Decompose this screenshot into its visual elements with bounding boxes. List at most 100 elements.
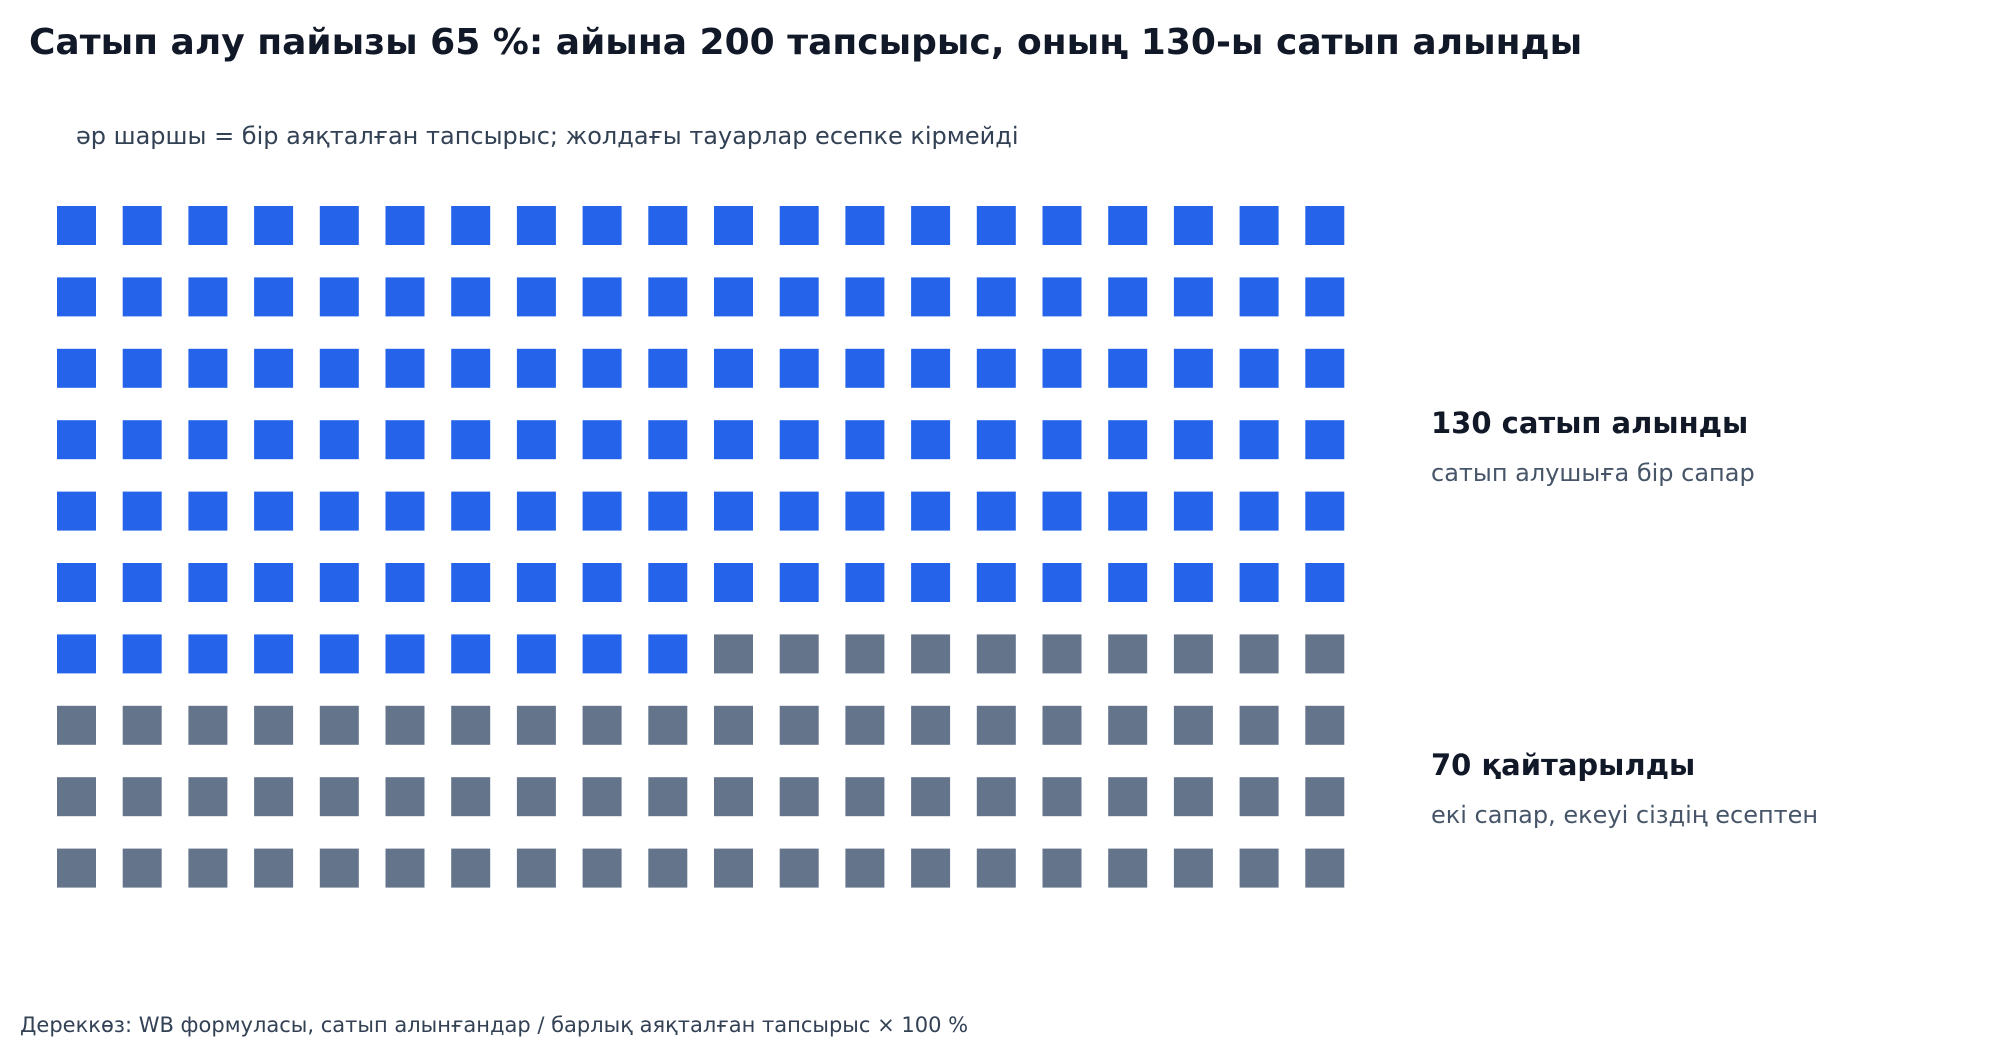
waffle-cell-purchased — [254, 206, 294, 245]
waffle-cell-purchased — [845, 348, 885, 388]
waffle-cell-purchased — [1239, 277, 1279, 317]
waffle-cell-purchased — [1108, 206, 1148, 245]
waffle-cell-purchased — [911, 277, 951, 317]
waffle-cell-returned — [451, 705, 491, 745]
waffle-cell-purchased — [122, 277, 162, 317]
waffle-cell-purchased — [188, 206, 228, 245]
waffle-cell-purchased — [714, 348, 753, 388]
waffle-cell-returned — [779, 705, 819, 745]
waffle-cell-purchased — [451, 277, 491, 317]
waffle-cell-purchased — [1305, 491, 1345, 531]
waffle-cell-purchased — [319, 277, 359, 317]
waffle-cell-purchased — [714, 277, 753, 317]
waffle-cell-returned — [254, 705, 294, 745]
waffle-cell-purchased — [57, 206, 96, 245]
waffle-cell-purchased — [122, 634, 162, 674]
waffle-cell-purchased — [385, 563, 425, 602]
waffle-cell-purchased — [254, 491, 294, 531]
waffle-cell-purchased — [1305, 563, 1345, 602]
waffle-cell-purchased — [385, 206, 425, 245]
waffle-cell-returned — [319, 848, 359, 888]
waffle-cell-purchased — [122, 563, 162, 602]
waffle-cell-returned — [188, 848, 228, 888]
waffle-cell-purchased — [57, 420, 96, 460]
waffle-cell-purchased — [319, 491, 359, 531]
waffle-cell-purchased — [1108, 563, 1148, 602]
waffle-cell-returned — [845, 777, 885, 817]
waffle-cell-returned — [911, 705, 951, 745]
waffle-cell-returned — [1239, 634, 1279, 674]
waffle-cell-returned — [319, 705, 359, 745]
waffle-cell-purchased — [319, 634, 359, 674]
waffle-cell-purchased — [1108, 491, 1148, 531]
waffle-cell-returned — [582, 705, 622, 745]
waffle-cell-purchased — [911, 491, 951, 531]
waffle-cell-purchased — [1173, 277, 1213, 317]
waffle-cell-purchased — [385, 348, 425, 388]
waffle-cell-purchased — [845, 491, 885, 531]
waffle-cell-purchased — [1042, 491, 1082, 531]
chart-title: Сатып алу пайызы 65 %: айына 200 тапсыры… — [29, 22, 1583, 63]
waffle-cell-purchased — [648, 491, 688, 531]
waffle-cell-purchased — [582, 206, 622, 245]
waffle-cell-purchased — [1042, 277, 1082, 317]
waffle-cell-purchased — [582, 491, 622, 531]
waffle-cell-returned — [911, 848, 951, 888]
waffle-cell-purchased — [516, 563, 556, 602]
waffle-cell-returned — [451, 848, 491, 888]
waffle-cell-returned — [714, 634, 753, 674]
waffle-cell-returned — [516, 777, 556, 817]
waffle-cell-returned — [122, 705, 162, 745]
waffle-cell-returned — [57, 848, 96, 888]
waffle-cell-purchased — [451, 563, 491, 602]
waffle-cell-purchased — [1108, 420, 1148, 460]
waffle-cell-purchased — [976, 420, 1016, 460]
waffle-cell-returned — [976, 634, 1016, 674]
waffle-cell-returned — [1173, 634, 1213, 674]
waffle-cell-purchased — [188, 563, 228, 602]
waffle-chart — [57, 206, 1345, 888]
waffle-cell-purchased — [779, 277, 819, 317]
waffle-cell-returned — [122, 848, 162, 888]
waffle-cell-returned — [516, 848, 556, 888]
waffle-cell-purchased — [714, 563, 753, 602]
waffle-cell-purchased — [1173, 206, 1213, 245]
waffle-cell-purchased — [451, 634, 491, 674]
waffle-cell-returned — [779, 777, 819, 817]
waffle-cell-returned — [1239, 848, 1279, 888]
waffle-cell-purchased — [1239, 420, 1279, 460]
waffle-cell-purchased — [319, 420, 359, 460]
waffle-cell-purchased — [779, 348, 819, 388]
waffle-cell-purchased — [516, 206, 556, 245]
waffle-cell-purchased — [254, 563, 294, 602]
waffle-cell-purchased — [911, 206, 951, 245]
waffle-cell-purchased — [1305, 420, 1345, 460]
waffle-cell-purchased — [976, 563, 1016, 602]
waffle-cell-purchased — [582, 277, 622, 317]
waffle-cell-purchased — [1042, 420, 1082, 460]
waffle-cell-purchased — [516, 420, 556, 460]
waffle-cell-purchased — [1305, 348, 1345, 388]
waffle-cell-returned — [976, 848, 1016, 888]
waffle-cell-returned — [254, 777, 294, 817]
waffle-cell-returned — [714, 848, 753, 888]
waffle-cell-returned — [1108, 777, 1148, 817]
waffle-cell-purchased — [648, 634, 688, 674]
waffle-cell-returned — [57, 705, 96, 745]
waffle-cell-purchased — [648, 277, 688, 317]
waffle-cell-purchased — [1239, 348, 1279, 388]
waffle-cell-returned — [385, 705, 425, 745]
waffle-cell-purchased — [516, 348, 556, 388]
waffle-cell-returned — [976, 705, 1016, 745]
waffle-cell-returned — [319, 777, 359, 817]
waffle-cell-purchased — [188, 348, 228, 388]
waffle-cell-purchased — [254, 420, 294, 460]
waffle-cell-returned — [648, 777, 688, 817]
waffle-cell-returned — [648, 705, 688, 745]
waffle-cell-returned — [1042, 634, 1082, 674]
waffle-cell-purchased — [845, 206, 885, 245]
waffle-cell-purchased — [1042, 206, 1082, 245]
waffle-cell-purchased — [254, 634, 294, 674]
waffle-cell-purchased — [122, 491, 162, 531]
waffle-cell-purchased — [122, 206, 162, 245]
